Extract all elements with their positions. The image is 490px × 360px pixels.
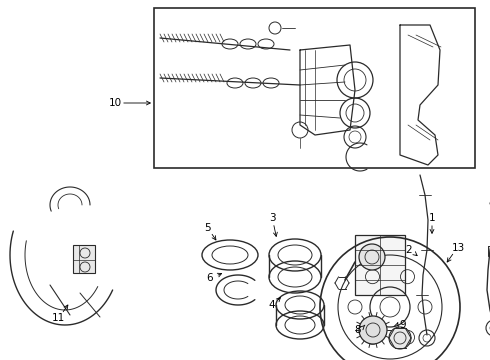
Circle shape [359,244,385,270]
Text: 8: 8 [355,325,361,335]
Bar [488,246,490,256]
Bar [154,8,475,168]
Bar [73,245,95,273]
Text: 10: 10 [108,98,122,108]
Circle shape [359,316,387,344]
Text: 4: 4 [269,300,275,310]
Text: 13: 13 [451,243,465,253]
Text: 9: 9 [400,320,406,330]
Text: 3: 3 [269,213,275,223]
Text: 5: 5 [204,223,210,233]
Text: 2: 2 [406,245,412,255]
Bar [355,235,405,295]
Text: 11: 11 [51,313,65,323]
Text: 6: 6 [207,273,213,283]
Text: 1: 1 [429,213,435,223]
Circle shape [389,327,411,349]
